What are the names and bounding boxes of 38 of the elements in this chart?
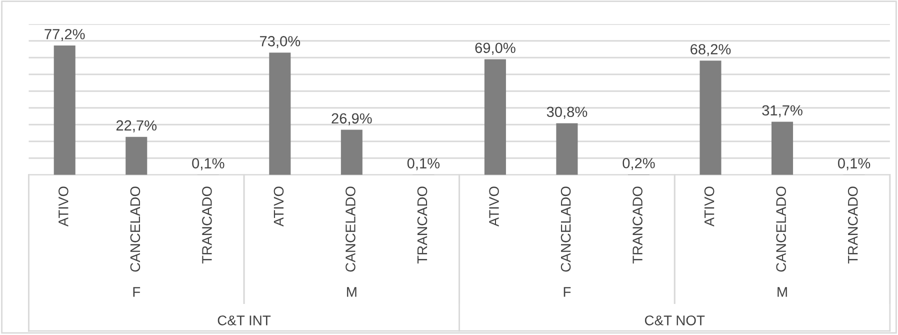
x-tick-label: TRANCADO (632, 186, 642, 264)
bar (556, 123, 578, 175)
data-label: 31,7% (762, 105, 802, 118)
data-label: 30,8% (546, 106, 588, 119)
text: F (133, 287, 140, 297)
x-tick-label: CANCELADO (346, 186, 356, 272)
text: C&T INT (218, 315, 271, 326)
bar (54, 46, 76, 175)
data-label: 0,1% (838, 158, 870, 170)
text: M (778, 287, 787, 297)
bar (269, 52, 291, 175)
x-tick-label: ATIVO (704, 186, 714, 227)
text: M (347, 287, 356, 297)
data-label: 69,0% (475, 42, 516, 55)
text: F (564, 287, 571, 297)
x-tick-label: TRANCADO (202, 186, 212, 264)
x-tick-label: CANCELADO (130, 186, 140, 272)
bar (484, 59, 506, 175)
bar (340, 130, 362, 175)
data-label: 77,2% (44, 29, 85, 42)
data-label: 22,7% (116, 120, 157, 132)
x-tick-label: ATIVO (58, 186, 68, 227)
x-tick-label: ATIVO (274, 186, 284, 227)
x-tick-label: CANCELADO (776, 186, 786, 272)
x-tick-label: CANCELADO (560, 186, 571, 272)
text: C&T NOT (644, 315, 705, 326)
x-tick-label: TRANCADO (417, 186, 428, 264)
data-label: 73,0% (260, 36, 300, 48)
data-label: 0,1% (407, 158, 440, 170)
x-tick-label: TRANCADO (848, 186, 858, 264)
data-label: 0,2% (622, 158, 655, 170)
data-label: 26,9% (332, 113, 372, 126)
bar (772, 122, 794, 175)
x-tick-label: ATIVO (489, 186, 499, 227)
bar (700, 60, 722, 175)
data-label: 68,2% (690, 44, 731, 56)
data-label: 0,1% (192, 158, 224, 170)
bar (126, 136, 148, 175)
